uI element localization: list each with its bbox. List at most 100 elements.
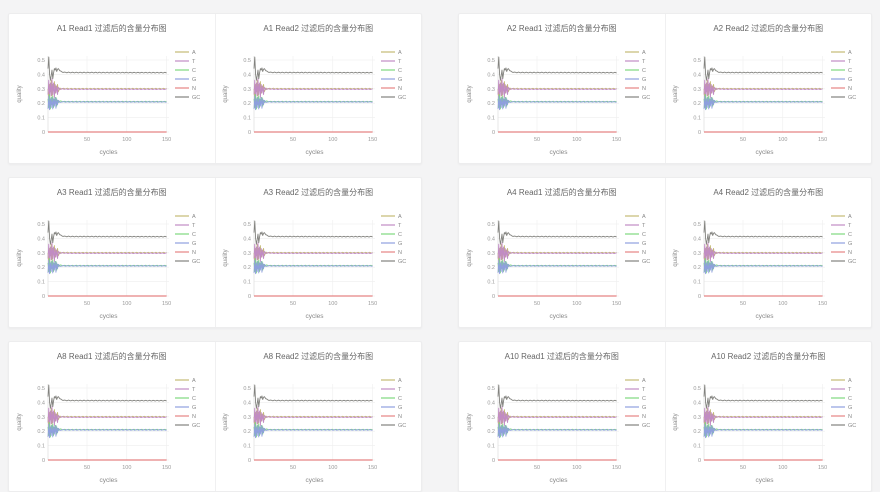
legend-label-GC: GC xyxy=(398,95,406,101)
y-axis-label: quality xyxy=(223,85,229,102)
legend-label-G: G xyxy=(848,405,852,411)
chart-card-a2-read2: A2 Read2 过滤后的含量分布图 0 0.1 0.2 0.3 0.4 0.5 50 100… xyxy=(664,14,872,163)
content-distribution-plot: 0 0.1 0.2 0.3 0.4 0.5 50 100 150 quality cycles ATC… xyxy=(223,378,406,484)
y-axis-label: quality xyxy=(673,413,679,430)
series-line-G xyxy=(703,259,824,275)
y-tick-label: 0.2 xyxy=(37,101,45,107)
report-row-2: A3 Read1 过滤后的含量分布图 0 0.1 0.2 0.3 0.4 0.5 50 100… xyxy=(8,177,872,328)
y-tick-label: 0.2 xyxy=(37,265,45,271)
content-distribution-plot: 0 0.1 0.2 0.3 0.4 0.5 50 100 150 quality cycles ATC… xyxy=(17,378,200,484)
y-tick-label: 0.4 xyxy=(694,400,702,406)
legend-label-T: T xyxy=(192,387,196,393)
legend-label-A: A xyxy=(192,378,196,384)
series-line-G xyxy=(497,423,617,439)
y-tick-label: 0 xyxy=(698,130,701,136)
y-tick-label: 0 xyxy=(248,458,251,464)
y-tick-label: 0.5 xyxy=(694,58,702,64)
y-tick-label: 0 xyxy=(42,458,45,464)
series-line-GC xyxy=(47,56,167,81)
x-tick-label: 50 xyxy=(84,301,90,307)
series-line-G xyxy=(47,95,167,111)
y-axis-label: quality xyxy=(17,85,23,102)
legend-label-GC: GC xyxy=(642,259,650,265)
report-row-3: A8 Read1 过滤后的含量分布图 0 0.1 0.2 0.3 0.4 0.5 50 100… xyxy=(8,341,872,492)
legend-label-G: G xyxy=(192,405,196,411)
y-tick-label: 0.3 xyxy=(244,251,252,257)
legend-label-N: N xyxy=(192,250,196,256)
x-tick-label: 100 xyxy=(122,301,131,307)
x-tick-label: 150 xyxy=(818,465,827,471)
chart-card-a4-read1: A4 Read1 过滤后的含量分布图 0 0.1 0.2 0.3 0.4 0.5 50 100… xyxy=(459,178,665,327)
chart-title: A10 Read1 过滤后的含量分布图 xyxy=(504,352,619,361)
x-tick-label: 100 xyxy=(572,301,581,307)
series-line-A xyxy=(253,79,374,101)
x-axis-label: cycles xyxy=(756,477,775,484)
y-tick-label: 0.4 xyxy=(244,72,252,78)
x-tick-label: 50 xyxy=(740,301,746,307)
legend-label-C: C xyxy=(848,232,852,238)
x-tick-label: 50 xyxy=(84,465,90,471)
chart-title: A8 Read2 过滤后的含量分布图 xyxy=(263,352,374,361)
series-line-GC xyxy=(253,384,374,409)
series-line-G xyxy=(497,95,617,111)
chart-title: A2 Read2 过滤后的含量分布图 xyxy=(713,24,824,33)
chart-card-a1-read2: A1 Read2 过滤后的含量分布图 0 0.1 0.2 0.3 0.4 0.5 50 100… xyxy=(214,14,422,163)
legend-label-T: T xyxy=(848,223,852,229)
y-tick-label: 0 xyxy=(492,294,495,300)
legend-label-C: C xyxy=(642,232,646,238)
x-tick-label: 150 xyxy=(368,465,377,471)
y-tick-label: 0.2 xyxy=(244,265,252,271)
x-tick-label: 150 xyxy=(612,465,621,471)
y-tick-label: 0.3 xyxy=(37,415,45,421)
x-axis-label: cycles xyxy=(549,149,568,156)
x-axis-label: cycles xyxy=(306,477,325,484)
x-tick-label: 50 xyxy=(290,137,296,143)
y-axis-label: quality xyxy=(17,413,23,430)
series-line-T xyxy=(253,78,373,98)
chart-title: A4 Read1 过滤后的含量分布图 xyxy=(506,188,617,197)
y-tick-label: 0.1 xyxy=(694,280,702,286)
chart-title: A10 Read2 过滤后的含量分布图 xyxy=(711,352,826,361)
y-tick-label: 0 xyxy=(698,294,701,300)
legend-label-GC: GC xyxy=(192,423,200,429)
content-distribution-plot: 0 0.1 0.2 0.3 0.4 0.5 50 100 150 quality cycles ATC… xyxy=(467,50,650,156)
series-line-G xyxy=(253,259,374,275)
report-grid: A1 Read1 过滤后的含量分布图 0 0.1 0.2 0.3 0.4 0.5 50 100… xyxy=(8,13,872,492)
x-tick-label: 100 xyxy=(778,301,787,307)
x-tick-label: 50 xyxy=(740,137,746,143)
panel-a4: A4 Read1 过滤后的含量分布图 0 0.1 0.2 0.3 0.4 0.5 50 100… xyxy=(458,177,872,328)
series-line-G xyxy=(703,95,824,111)
legend-label-A: A xyxy=(848,378,852,384)
y-tick-label: 0.3 xyxy=(487,87,495,93)
series-line-A xyxy=(703,407,824,429)
series-line-T xyxy=(497,406,617,426)
legend-label-N: N xyxy=(848,86,852,92)
panel-a1: A1 Read1 过滤后的含量分布图 0 0.1 0.2 0.3 0.4 0.5 50 100… xyxy=(8,13,422,164)
legend-label-A: A xyxy=(642,50,646,56)
y-axis-label: quality xyxy=(673,249,679,266)
series-line-A xyxy=(253,243,374,265)
x-tick-label: 50 xyxy=(740,465,746,471)
content-distribution-plot: 0 0.1 0.2 0.3 0.4 0.5 50 100 150 quality cycles ATC… xyxy=(467,378,650,484)
chart-card-a8-read2: A8 Read2 过滤后的含量分布图 0 0.1 0.2 0.3 0.4 0.5 50 100… xyxy=(214,342,422,491)
legend-label-T: T xyxy=(642,59,646,65)
panel-a10: A10 Read1 过滤后的含量分布图 0 0.1 0.2 0.3 0.4 0.5 50 10… xyxy=(458,341,872,492)
x-tick-label: 100 xyxy=(778,137,787,143)
series-line-T xyxy=(47,78,167,98)
report-row-1: A1 Read1 过滤后的含量分布图 0 0.1 0.2 0.3 0.4 0.5 50 100… xyxy=(8,13,872,164)
y-tick-label: 0 xyxy=(42,294,45,300)
legend-label-G: G xyxy=(642,405,646,411)
legend-label-GC: GC xyxy=(398,423,406,429)
legend-label-C: C xyxy=(192,232,196,238)
series-line-A xyxy=(497,79,617,101)
content-distribution-plot: 0 0.1 0.2 0.3 0.4 0.5 50 100 150 quality cycles ATC… xyxy=(673,214,856,320)
chart-title: A1 Read1 过滤后的含量分布图 xyxy=(56,24,167,33)
legend-label-T: T xyxy=(398,387,402,393)
series-line-G xyxy=(253,95,374,111)
y-tick-label: 0.5 xyxy=(37,386,45,392)
legend-label-C: C xyxy=(398,396,402,402)
x-axis-label: cycles xyxy=(306,313,325,320)
y-axis-label: quality xyxy=(673,85,679,102)
series-line-GC xyxy=(497,56,617,81)
series-line-A xyxy=(497,407,617,429)
